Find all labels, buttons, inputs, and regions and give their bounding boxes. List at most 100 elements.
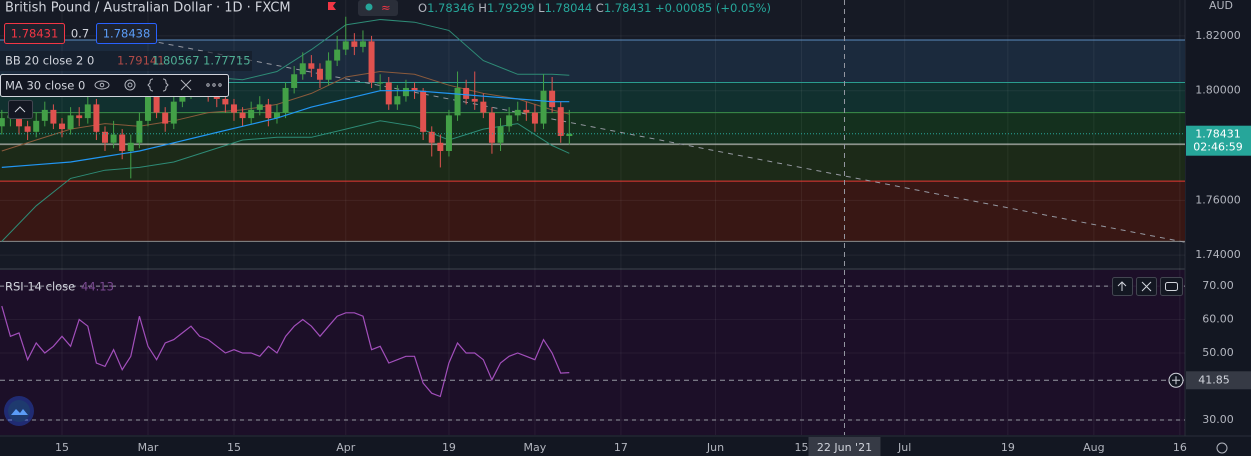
- candle-body: [316, 68, 323, 80]
- x-tick-label: 15: [55, 441, 69, 454]
- x-tick-label: Mar: [138, 441, 159, 454]
- bb-label: BB 20 close 2 0: [5, 54, 94, 68]
- candle-body: [506, 115, 513, 127]
- bid-box[interactable]: [4, 23, 65, 44]
- candle-body: [50, 109, 57, 124]
- pane-divider: [0, 268, 1185, 270]
- ma-legend[interactable]: [0, 74, 229, 97]
- candle-body: [110, 134, 117, 143]
- x-tick-label: May: [524, 441, 547, 454]
- candle-body: [514, 109, 521, 116]
- candle-body: [402, 87, 409, 97]
- status-box: [358, 0, 398, 16]
- candle-body: [377, 82, 384, 84]
- x-tick-label: Jun: [706, 441, 724, 454]
- candle-body: [16, 115, 23, 127]
- candle-body: [136, 120, 143, 143]
- y-tick-label: 1.74000: [1195, 248, 1241, 261]
- x-tick-label: 15: [227, 441, 241, 454]
- y-tick-label: 1.82000: [1195, 29, 1241, 42]
- rsi-tick-label: 50.00: [1202, 346, 1234, 359]
- bb-lower: 1.77715: [203, 54, 251, 68]
- rsi-tick-label: 30.00: [1202, 413, 1234, 426]
- logo-icon: [11, 409, 28, 415]
- candle-body: [119, 134, 126, 151]
- candle-body: [170, 101, 177, 124]
- candle-body: [454, 87, 461, 116]
- collapse-icon: [14, 106, 26, 113]
- collapse-button[interactable]: [8, 100, 33, 119]
- candle-body: [76, 115, 83, 119]
- candle-body: [239, 112, 246, 119]
- moving-average: [1, 90, 570, 168]
- candle-body: [385, 82, 392, 105]
- candle-body: [291, 74, 298, 88]
- candle-body: [420, 90, 427, 132]
- ohlc-value: 1.78044: [545, 1, 593, 15]
- status-dot: [365, 3, 373, 11]
- candle-body: [84, 104, 91, 119]
- settings-icon[interactable]: [1216, 442, 1228, 454]
- candle-body: [93, 104, 100, 132]
- candle-body: [127, 142, 134, 151]
- candle-body: [282, 87, 289, 113]
- symbol-title: British Pound / Australian Dollar · 1D ·…: [5, 1, 291, 16]
- candle-body: [273, 112, 280, 119]
- candle-body: [265, 104, 272, 119]
- candle-body: [411, 87, 418, 91]
- rsi-pane: [0, 270, 1185, 435]
- candle-body: [299, 63, 306, 75]
- ma-icons[interactable]: [94, 78, 222, 92]
- ma-label: MA 30 close 0: [5, 79, 85, 93]
- candle-body: [308, 63, 315, 69]
- price-tag-value: 1.78431: [1195, 128, 1241, 141]
- x-tick-label: 16: [1173, 441, 1187, 454]
- y-tick-label: 1.76000: [1195, 193, 1241, 206]
- rsi-value: 44.13: [81, 280, 114, 294]
- candle-body: [179, 93, 186, 102]
- candle-body: [428, 131, 435, 143]
- rsi-line: [1, 305, 570, 398]
- candle-body: [566, 133, 573, 137]
- pane-buttons[interactable]: [1112, 277, 1183, 296]
- candle-body: [144, 93, 151, 121]
- rsi-label: RSI 14 close: [5, 280, 75, 294]
- rsi-tick-label: 60.00: [1202, 313, 1234, 326]
- ohlc: O1.78346 H1.79299 L1.78044 C1.78431 +0.0…: [418, 1, 771, 15]
- candle-body: [33, 120, 40, 132]
- candle-body: [359, 41, 366, 47]
- candle-body: [222, 98, 229, 105]
- ask-box[interactable]: [96, 23, 157, 44]
- crosshair-value-box: [1186, 371, 1251, 390]
- ohlc-label: L: [538, 1, 545, 15]
- candle-body: [549, 90, 556, 108]
- currency: AUD: [1209, 0, 1233, 12]
- candle-body: [342, 41, 349, 50]
- x-tick-label: Jul: [897, 441, 911, 454]
- candle-body: [162, 112, 169, 124]
- zone: [0, 144, 1185, 182]
- bb-upper: 1.80567: [152, 54, 200, 68]
- logo[interactable]: [8, 400, 30, 422]
- candle-body: [437, 142, 444, 151]
- x-tick-label: 19: [1001, 441, 1015, 454]
- candle-body: [463, 87, 470, 99]
- candle-body: [445, 115, 452, 151]
- ohlc-value: 1.78346: [427, 1, 475, 15]
- rsi-tick-label: 70.00: [1202, 279, 1234, 292]
- candle-body: [24, 126, 31, 132]
- ohlc-value: 1.78431: [604, 1, 652, 15]
- candle-body: [488, 112, 495, 143]
- bid-price: 1.78431: [11, 27, 59, 41]
- candle-body: [523, 109, 530, 113]
- crosshair-plus-icon: [1172, 376, 1180, 385]
- candle-body: [334, 49, 341, 61]
- candle-body: [230, 104, 237, 113]
- crosshair-time-box: [808, 437, 881, 456]
- ohlc-label: H: [478, 1, 487, 15]
- candle-body: [557, 107, 564, 136]
- status-icon: ≈: [381, 1, 391, 15]
- ohlc-label: C: [596, 1, 604, 15]
- x-tick-label: 19: [442, 441, 456, 454]
